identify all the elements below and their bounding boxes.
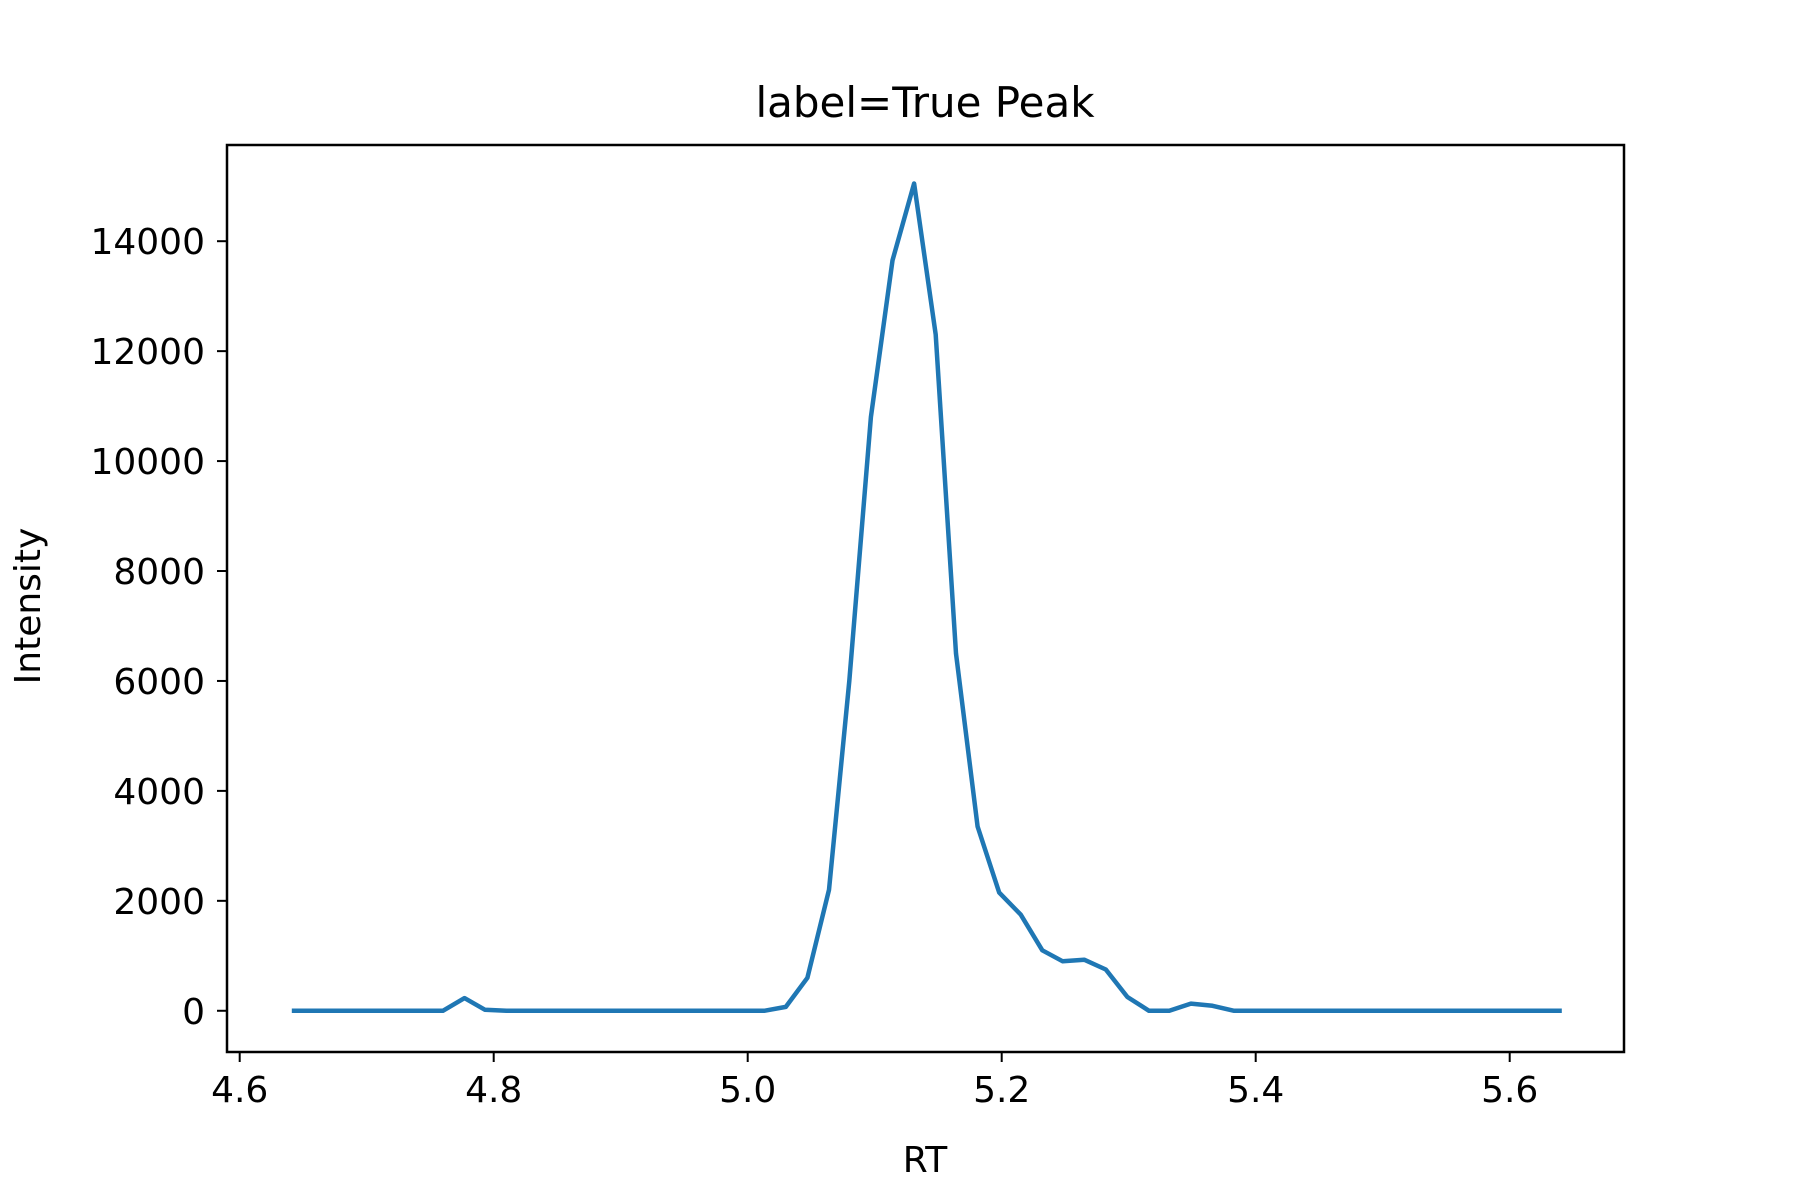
y-tick-label: 0 — [182, 992, 205, 1033]
y-tick-label: 12000 — [90, 332, 205, 373]
plot-frame — [225, 143, 1626, 1054]
x-tick-label: 5.4 — [1227, 1070, 1284, 1111]
y-axis-ticks: 0 2000 4000 6000 8000 10000 12000 14000 — [90, 222, 227, 1033]
y-tick-label: 6000 — [113, 662, 205, 703]
chart-title: label=True Peak — [755, 78, 1095, 127]
x-tick-label: 4.8 — [465, 1070, 522, 1111]
series-group — [291, 181, 1562, 1014]
series-line-0 — [291, 181, 1562, 1014]
x-tick-label: 4.6 — [211, 1070, 268, 1111]
x-axis-ticks: 4.6 4.8 5.0 5.2 5.4 5.6 — [211, 1052, 1538, 1111]
x-tick-label: 5.2 — [973, 1070, 1030, 1111]
x-axis-label: RT — [903, 1140, 948, 1181]
y-tick-label: 14000 — [90, 222, 205, 263]
y-axis-label: Intensity — [8, 528, 49, 685]
y-tick-label: 8000 — [113, 552, 205, 593]
x-tick-label: 5.0 — [719, 1070, 776, 1111]
y-tick-label: 10000 — [90, 442, 205, 483]
y-tick-label: 2000 — [113, 882, 205, 923]
x-tick-label: 5.6 — [1481, 1070, 1538, 1111]
y-tick-label: 4000 — [113, 772, 205, 813]
